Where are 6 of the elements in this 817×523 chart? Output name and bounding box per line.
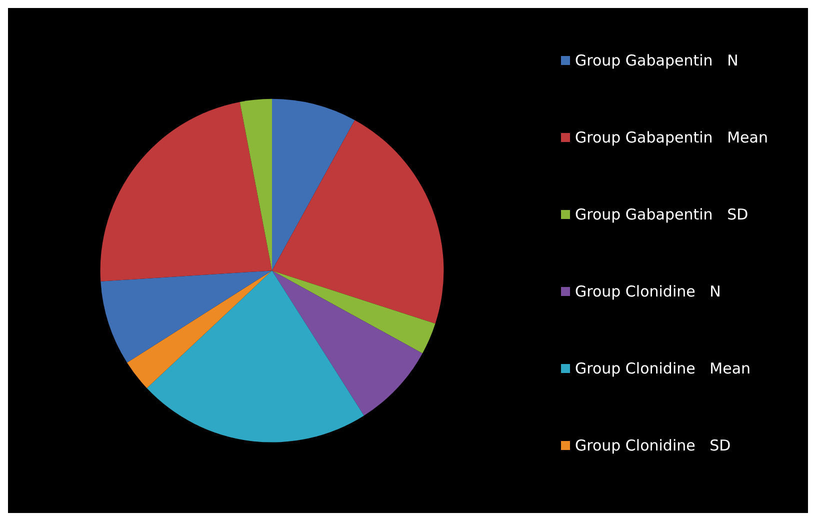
legend-label: Group Gabapentin Mean	[575, 128, 768, 146]
legend-label: Group Clonidine Mean	[575, 360, 751, 378]
legend-label: Group Clonidine N	[575, 282, 721, 300]
legend-label: Group Clonidine SD	[575, 436, 731, 454]
legend-label: Group Gabapentin SD	[575, 206, 748, 224]
legend-label: Group Gabapentin N	[575, 52, 738, 70]
